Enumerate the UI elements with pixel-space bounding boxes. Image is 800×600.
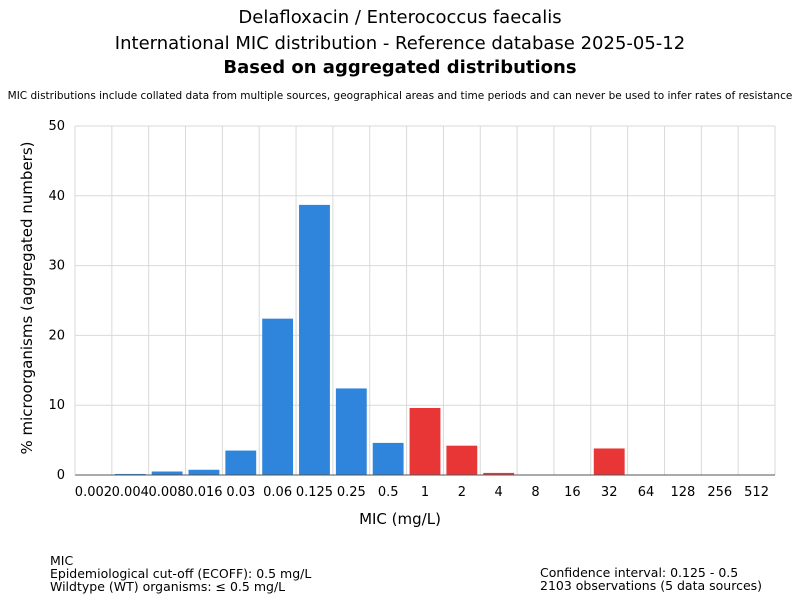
x-tick-label: 16 xyxy=(564,485,581,500)
x-tick-label: 0.03 xyxy=(226,485,255,500)
disclaimer-text: MIC distributions include collated data … xyxy=(7,90,793,102)
footer-left: MIC Epidemiological cut-off (ECOFF): 0.5… xyxy=(50,554,311,593)
y-axis-label: % microorganisms (aggregated numbers) xyxy=(18,141,36,455)
x-tick-label: 32 xyxy=(601,485,618,500)
bar-1 xyxy=(409,407,441,475)
bar-0.016 xyxy=(188,469,220,475)
x-tick-label: 8 xyxy=(531,485,539,500)
footer-observations-line: 2103 observations (5 data sources) xyxy=(540,578,763,593)
y-tick-label: 10 xyxy=(48,398,65,413)
x-tick-label: 1 xyxy=(421,485,429,500)
bar-2 xyxy=(446,445,478,475)
bar-0.06 xyxy=(262,318,294,475)
x-tick-label: 4 xyxy=(495,485,503,500)
footer-right: Confidence interval: 0.125 - 0.5 2103 ob… xyxy=(540,566,762,592)
x-tick-label: 0.016 xyxy=(185,485,222,500)
y-tick-label: 0 xyxy=(57,468,65,483)
x-tick-label: 128 xyxy=(670,485,695,500)
x-axis-label: MIC (mg/L) xyxy=(359,510,441,528)
chart-title: Delafloxacin / Enterococcus faecalis xyxy=(238,7,562,28)
footer-left-line: MIC xyxy=(50,553,74,568)
x-tick-label: 0.5 xyxy=(378,485,399,500)
x-tick-label: 512 xyxy=(744,485,769,500)
x-tick-label: 0.06 xyxy=(263,485,292,500)
x-tick-label: 0.004 xyxy=(112,485,149,500)
chart-subtitle-bold: Based on aggregated distributions xyxy=(223,57,577,78)
y-tick-label: 50 xyxy=(48,119,65,134)
y-tick-label: 40 xyxy=(48,189,65,204)
x-tick-label: 0.125 xyxy=(296,485,333,500)
y-tick-label: 30 xyxy=(48,259,65,274)
y-tick-label: 20 xyxy=(48,328,65,343)
bar-0.008 xyxy=(151,471,183,475)
x-tick-label: 2 xyxy=(458,485,466,500)
x-tick-label: 0.008 xyxy=(148,485,185,500)
bar-0.03 xyxy=(225,450,257,475)
bar-32 xyxy=(593,448,625,475)
bar-0.25 xyxy=(335,388,367,475)
chart-subtitle: International MIC distribution - Referen… xyxy=(114,33,686,54)
bar-0.125 xyxy=(299,204,330,475)
x-tick-label: 0.002 xyxy=(75,485,112,500)
x-tick-label: 0.25 xyxy=(337,485,366,500)
bar-0.5 xyxy=(372,442,404,475)
x-tick-label: 64 xyxy=(638,485,655,500)
x-tick-label: 256 xyxy=(707,485,732,500)
bar-0.004 xyxy=(114,473,146,475)
footer-confidence-line: Confidence interval: 0.125 - 0.5 xyxy=(540,565,739,580)
footer-wildtype-line: Wildtype (WT) organisms: ≤ 0.5 mg/L xyxy=(50,579,286,594)
footer-ecoff-line: Epidemiological cut-off (ECOFF): 0.5 mg/… xyxy=(50,566,312,581)
bar-4 xyxy=(483,472,515,475)
